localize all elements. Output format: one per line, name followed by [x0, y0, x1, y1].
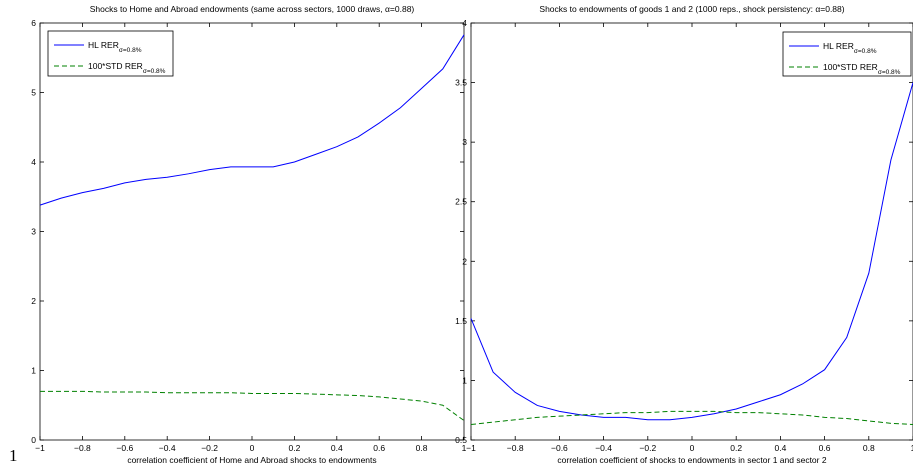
chart-panel-1: Shocks to Home and Abroad endowments (sa… [31, 4, 466, 465]
x-tick-label: 0.8 [863, 443, 875, 453]
legend-box [47, 30, 174, 77]
legend-label-subscript: σ=0.8% [878, 69, 901, 76]
x-tick-label: −0.4 [159, 443, 176, 453]
legend-box [782, 31, 912, 77]
x-axis-label: correlation coefficient of shocks to end… [557, 455, 826, 465]
x-tick-label: 0.4 [774, 443, 786, 453]
y-tick-label: 3.5 [455, 78, 467, 88]
x-tick-label: 0.2 [288, 443, 300, 453]
x-tick-label: −0.8 [74, 443, 91, 453]
x-tick-label: 1 [911, 443, 913, 453]
series-line-std-rer [40, 390, 465, 421]
x-tick-label: 0 [690, 443, 695, 453]
x-tick-label: 0.6 [373, 443, 385, 453]
y-tick-label: 2 [31, 296, 36, 306]
plot-frame [39, 22, 465, 441]
x-tick-label: 0.2 [730, 443, 742, 453]
x-tick-label: −1 [35, 443, 45, 453]
x-tick-label: −1 [466, 443, 476, 453]
y-tick-label: 0 [31, 435, 36, 445]
plot-frame [470, 22, 913, 441]
x-tick-label: −0.4 [595, 443, 612, 453]
chart-panel-2: Shocks to endowments of goods 1 and 2 (1… [455, 4, 913, 465]
x-tick-label: 0.8 [416, 443, 428, 453]
y-tick-label: 2.5 [455, 197, 467, 207]
chart-title: Shocks to endowments of goods 1 and 2 (1… [539, 4, 844, 14]
y-tick-label: 5 [31, 88, 36, 98]
legend-label-subscript: σ=0.8% [143, 68, 166, 75]
x-tick-label: −0.2 [201, 443, 218, 453]
legend: HL RERσ=0.8%100*STD RERσ=0.8% [782, 31, 912, 77]
y-tick-label: 2 [462, 256, 467, 266]
y-tick-label: 6 [31, 18, 36, 28]
series-line-std-rer [470, 410, 913, 426]
x-tick-label: 0.6 [819, 443, 831, 453]
x-tick-label: 0 [250, 443, 255, 453]
x-tick-label: 0.4 [331, 443, 343, 453]
series-line-hl-rer [470, 82, 913, 421]
x-tick-label: −0.6 [116, 443, 133, 453]
legend-label-subscript: σ=0.8% [119, 47, 142, 54]
chart-title: Shocks to Home and Abroad endowments (sa… [90, 4, 415, 14]
y-tick-label: 0.5 [455, 435, 467, 445]
x-tick-label: −0.8 [507, 443, 524, 453]
x-axis-label: correlation coefficient of Home and Abro… [127, 455, 376, 465]
y-tick-label: 4 [31, 157, 36, 167]
legend-label-subscript: σ=0.8% [854, 48, 877, 55]
x-tick-label: −0.2 [639, 443, 656, 453]
series-line-hl-rer [39, 34, 465, 206]
x-tick-label: −0.6 [551, 443, 568, 453]
y-tick-label: 4 [462, 18, 467, 28]
y-tick-label: 1.5 [455, 316, 467, 326]
y-tick-label: 1 [31, 366, 36, 376]
page-number: 1 [9, 446, 18, 465]
y-tick-label: 3 [31, 227, 36, 237]
x-tick-label: 1 [462, 443, 467, 453]
legend: HL RERσ=0.8%100*STD RERσ=0.8% [47, 30, 174, 77]
y-tick-label: 3 [462, 137, 467, 147]
y-tick-label: 1 [462, 375, 467, 385]
